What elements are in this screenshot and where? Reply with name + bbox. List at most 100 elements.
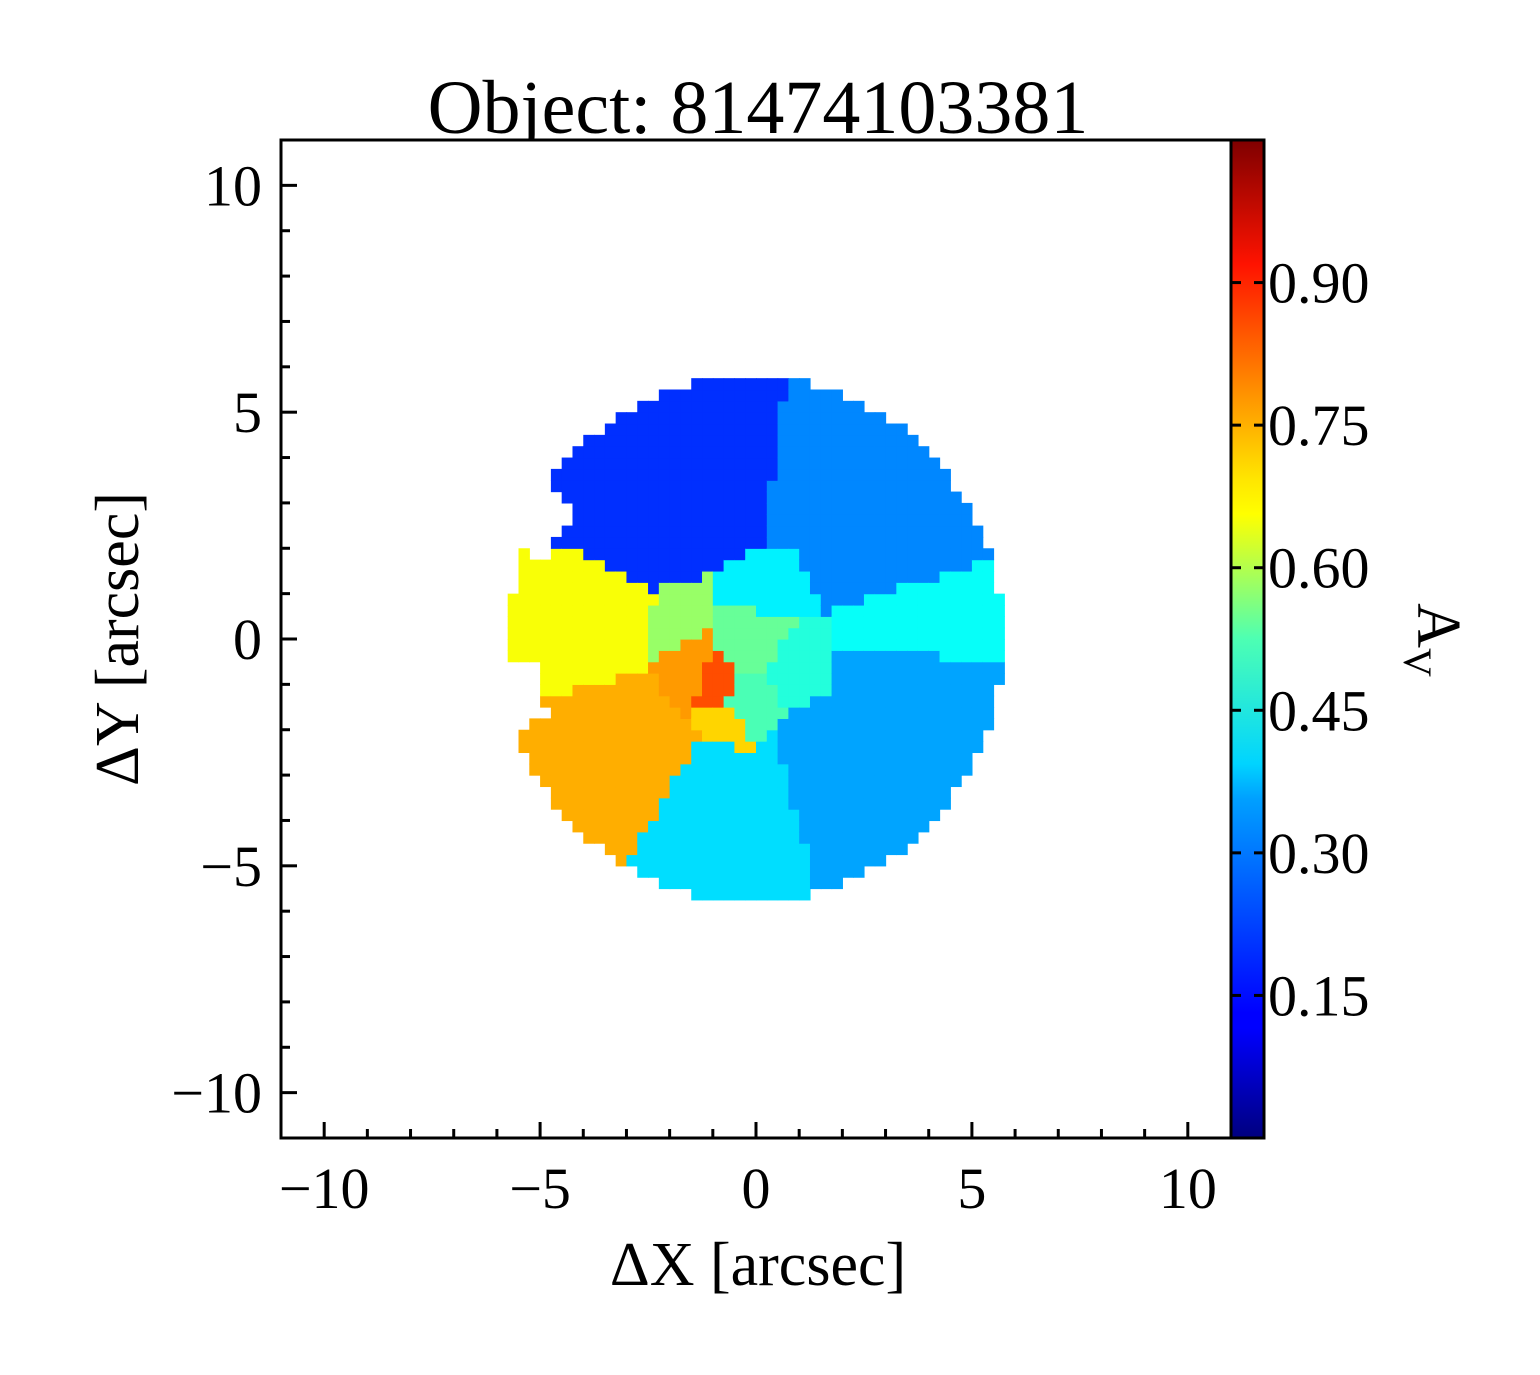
heatmap-cell	[874, 854, 887, 867]
heatmap-cell	[648, 559, 660, 572]
heatmap-cell	[756, 593, 768, 606]
heatmap-cell	[734, 548, 746, 561]
heatmap-cell	[637, 763, 649, 776]
heatmap-cell	[874, 604, 887, 617]
heatmap-cell	[788, 718, 800, 731]
heatmap-cell	[928, 809, 941, 822]
heatmap-cell	[723, 865, 736, 878]
heatmap-cell	[723, 616, 736, 629]
heatmap-cell	[842, 650, 854, 663]
heatmap-cell	[745, 809, 757, 822]
heatmap-cell	[529, 729, 541, 742]
heatmap-cell	[788, 423, 800, 436]
heatmap-cell	[648, 627, 660, 640]
heatmap-cell	[691, 809, 703, 822]
heatmap-cell	[766, 627, 779, 640]
heatmap-cell	[702, 877, 714, 890]
heatmap-cell	[766, 763, 779, 776]
heatmap-cell	[917, 502, 930, 515]
heatmap-cell	[561, 718, 574, 731]
heatmap-cell	[669, 548, 682, 561]
heatmap-cell	[626, 582, 638, 595]
heatmap-cell	[961, 525, 973, 538]
heatmap-cell	[853, 786, 865, 799]
heatmap-cell	[680, 570, 692, 583]
heatmap-cell	[637, 684, 649, 697]
heatmap-cell	[702, 548, 714, 561]
heatmap-cell	[626, 559, 638, 572]
heatmap-cell	[799, 684, 811, 697]
heatmap-cell	[583, 775, 595, 788]
heatmap-cell	[831, 412, 843, 425]
heatmap-cell	[572, 604, 584, 617]
heatmap-cell	[691, 650, 703, 663]
heatmap-cell	[648, 502, 660, 515]
heatmap-cell	[831, 570, 843, 583]
heatmap-cell	[831, 457, 843, 470]
heatmap-cell	[702, 582, 714, 595]
heatmap-cell	[766, 412, 779, 425]
heatmap-cell	[604, 650, 617, 663]
heatmap-cell	[766, 707, 779, 719]
heatmap-cell	[648, 650, 660, 663]
heatmap-cell	[583, 639, 595, 651]
heatmap-cell	[594, 775, 606, 788]
heatmap-cell	[637, 865, 649, 878]
heatmap-cell	[853, 775, 865, 788]
heatmap-cell	[583, 718, 595, 731]
heatmap-cell	[723, 854, 736, 867]
heatmap-cell	[723, 378, 736, 391]
heatmap-cell	[799, 627, 811, 640]
heatmap-cell	[928, 741, 941, 754]
heatmap-cell	[777, 400, 789, 413]
heatmap-cell	[756, 775, 768, 788]
heatmap-cell	[691, 457, 703, 470]
heatmap-cell	[842, 627, 854, 640]
heatmap-cell	[648, 548, 660, 561]
heatmap-cell	[702, 434, 714, 447]
heatmap-cell	[691, 695, 703, 708]
heatmap-cell	[874, 718, 887, 731]
heatmap-cell	[572, 536, 584, 549]
heatmap-cell	[637, 491, 649, 504]
heatmap-cell	[917, 775, 930, 788]
heatmap-cell	[917, 741, 930, 754]
heatmap-cell	[583, 468, 595, 481]
heatmap-cell	[658, 389, 671, 402]
chart-title: Object: 81474103381	[428, 66, 1089, 150]
heatmap-cell	[809, 616, 822, 629]
heatmap-cell	[615, 423, 628, 436]
heatmap-cell	[907, 707, 919, 719]
heatmap-cell	[712, 718, 725, 731]
heatmap-cell	[777, 741, 789, 754]
heatmap-cell	[917, 604, 930, 617]
heatmap-cell	[712, 468, 725, 481]
heatmap-cell	[583, 752, 595, 765]
heatmap-cell	[766, 752, 779, 765]
heatmap-cell	[842, 502, 854, 515]
heatmap-cell	[658, 491, 671, 504]
heatmap-cell	[777, 491, 789, 504]
heatmap-cell	[583, 502, 595, 515]
heatmap-cell	[777, 695, 789, 708]
heatmap-cell	[604, 570, 617, 583]
heatmap-cell	[820, 593, 833, 606]
heatmap-cell	[809, 491, 822, 504]
heatmap-cell	[874, 582, 887, 595]
heatmap-cell	[594, 480, 606, 493]
heatmap-cell	[637, 446, 649, 459]
heatmap-cell	[723, 536, 736, 549]
heatmap-cell	[594, 514, 606, 527]
heatmap-cell	[809, 468, 822, 481]
heatmap-cell	[853, 536, 865, 549]
heatmap-cell	[648, 468, 660, 481]
heatmap-cell	[745, 457, 757, 470]
heatmap-cell	[939, 786, 951, 799]
heatmap-cell	[896, 684, 908, 697]
heatmap-cell	[766, 423, 779, 436]
heatmap-cell	[604, 502, 617, 515]
heatmap-cell	[734, 616, 746, 629]
heatmap-cell	[863, 627, 876, 640]
heatmap-cell	[896, 514, 908, 527]
heatmap-cell	[702, 639, 714, 651]
